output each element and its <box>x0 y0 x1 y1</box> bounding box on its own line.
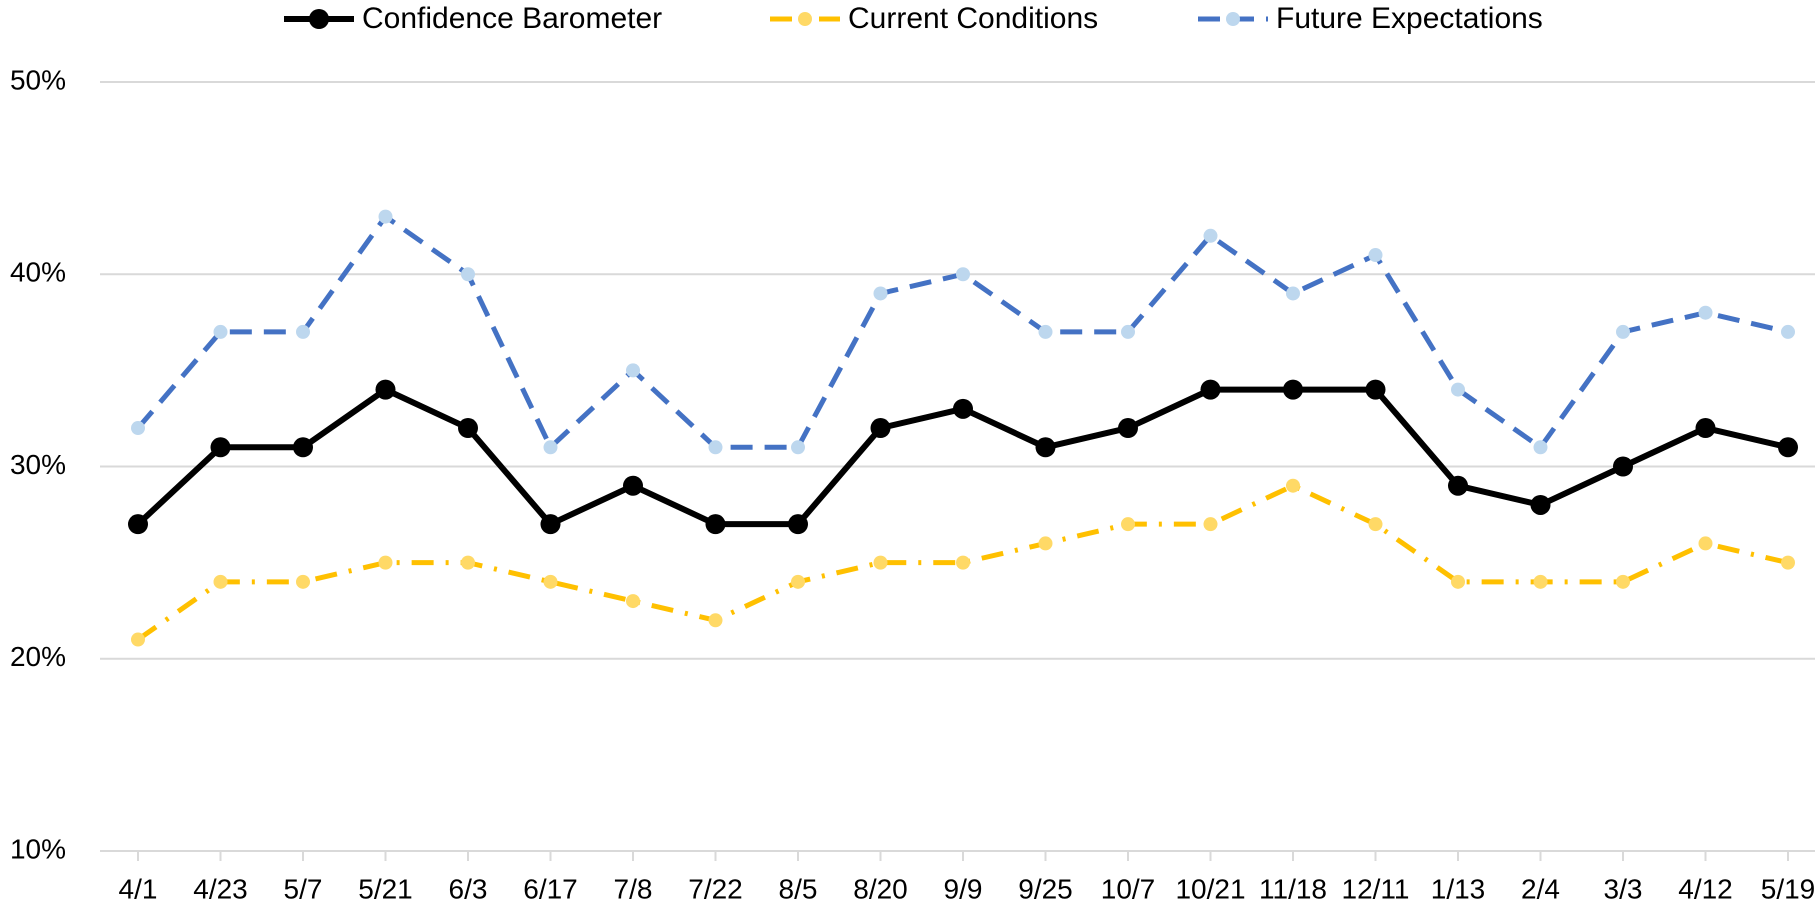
point <box>791 440 805 455</box>
point <box>213 324 228 339</box>
x-tick-label: 10/7 <box>1101 873 1156 904</box>
point <box>956 555 970 570</box>
x-tick-label: 11/18 <box>1259 873 1327 904</box>
point <box>1695 418 1716 439</box>
point <box>1365 379 1386 400</box>
point <box>1203 228 1218 243</box>
point <box>1121 517 1135 532</box>
point <box>1121 324 1135 339</box>
point <box>1283 379 1303 400</box>
point <box>128 514 148 535</box>
x-tick-label: 5/21 <box>358 873 413 904</box>
point <box>1038 324 1053 339</box>
point <box>1368 248 1383 263</box>
point <box>956 267 970 282</box>
point <box>1203 517 1218 532</box>
x-tick-label: 5/7 <box>284 873 323 904</box>
legend-label: Confidence Barometer <box>362 2 662 35</box>
x-tick-label: 7/8 <box>614 873 653 904</box>
point <box>131 421 145 436</box>
legend-marker <box>1226 12 1240 26</box>
point <box>1448 475 1468 496</box>
x-tick-label: 10/21 <box>1175 873 1245 904</box>
x-tick-label: 8/5 <box>779 873 818 904</box>
y-tick-label: 30% <box>10 449 66 480</box>
point <box>543 440 558 455</box>
point <box>1038 536 1053 551</box>
point <box>1616 574 1630 589</box>
point <box>1781 555 1795 570</box>
y-tick-label: 10% <box>10 833 66 864</box>
point <box>1778 437 1798 458</box>
x-tick-label: 1/13 <box>1431 873 1486 904</box>
point <box>1698 536 1713 551</box>
point <box>626 594 640 609</box>
point <box>543 574 558 589</box>
point <box>1286 478 1300 493</box>
x-tick-label: 7/22 <box>688 873 743 904</box>
x-tick-label: 6/3 <box>449 873 488 904</box>
point <box>213 574 228 589</box>
point <box>953 398 973 419</box>
x-tick-label: 9/25 <box>1018 873 1073 904</box>
point <box>296 324 310 339</box>
point <box>788 514 808 535</box>
point <box>1533 574 1548 589</box>
legend-label: Current Conditions <box>848 2 1098 35</box>
point <box>870 418 891 439</box>
point <box>461 267 475 282</box>
point <box>873 286 888 301</box>
x-tick-label: 6/17 <box>523 873 578 904</box>
point <box>1616 324 1630 339</box>
point <box>296 574 310 589</box>
series-line <box>136 483 1789 642</box>
point <box>375 379 396 400</box>
point <box>1698 305 1713 320</box>
point <box>1533 440 1548 455</box>
point <box>1781 324 1795 339</box>
point <box>1530 494 1551 515</box>
x-tick-label: 4/12 <box>1678 873 1733 904</box>
point <box>1368 517 1383 532</box>
point <box>1451 382 1465 397</box>
point <box>1613 456 1633 477</box>
x-tick-label: 8/20 <box>853 873 908 904</box>
point <box>378 209 393 224</box>
point <box>1451 574 1465 589</box>
point <box>1286 286 1300 301</box>
point <box>131 632 145 647</box>
x-tick-label: 2/4 <box>1521 873 1560 904</box>
x-tick-label: 5/19 <box>1761 873 1815 904</box>
point <box>1118 418 1138 439</box>
y-tick-label: 50% <box>10 64 66 95</box>
x-tick-label: 9/9 <box>944 873 983 904</box>
point <box>708 613 723 628</box>
point <box>708 440 723 455</box>
point <box>626 363 640 378</box>
point <box>623 475 643 496</box>
point <box>293 437 313 458</box>
point <box>873 555 888 570</box>
y-tick-label: 40% <box>10 257 66 288</box>
x-tick-label: 3/3 <box>1604 873 1643 904</box>
point <box>461 555 475 570</box>
point <box>1200 379 1221 400</box>
legend-marker <box>798 12 812 26</box>
x-tick-label: 12/11 <box>1342 873 1410 904</box>
point <box>210 437 231 458</box>
x-tick-label: 4/23 <box>193 873 248 904</box>
point <box>791 574 805 589</box>
x-tick-label: 4/1 <box>119 873 158 904</box>
legend-marker <box>309 9 329 29</box>
legend-label: Future Expectations <box>1276 2 1543 35</box>
point <box>705 514 726 535</box>
point <box>1035 437 1056 458</box>
point <box>540 514 561 535</box>
point <box>458 418 478 439</box>
point <box>378 555 393 570</box>
y-tick-label: 20% <box>10 641 66 672</box>
